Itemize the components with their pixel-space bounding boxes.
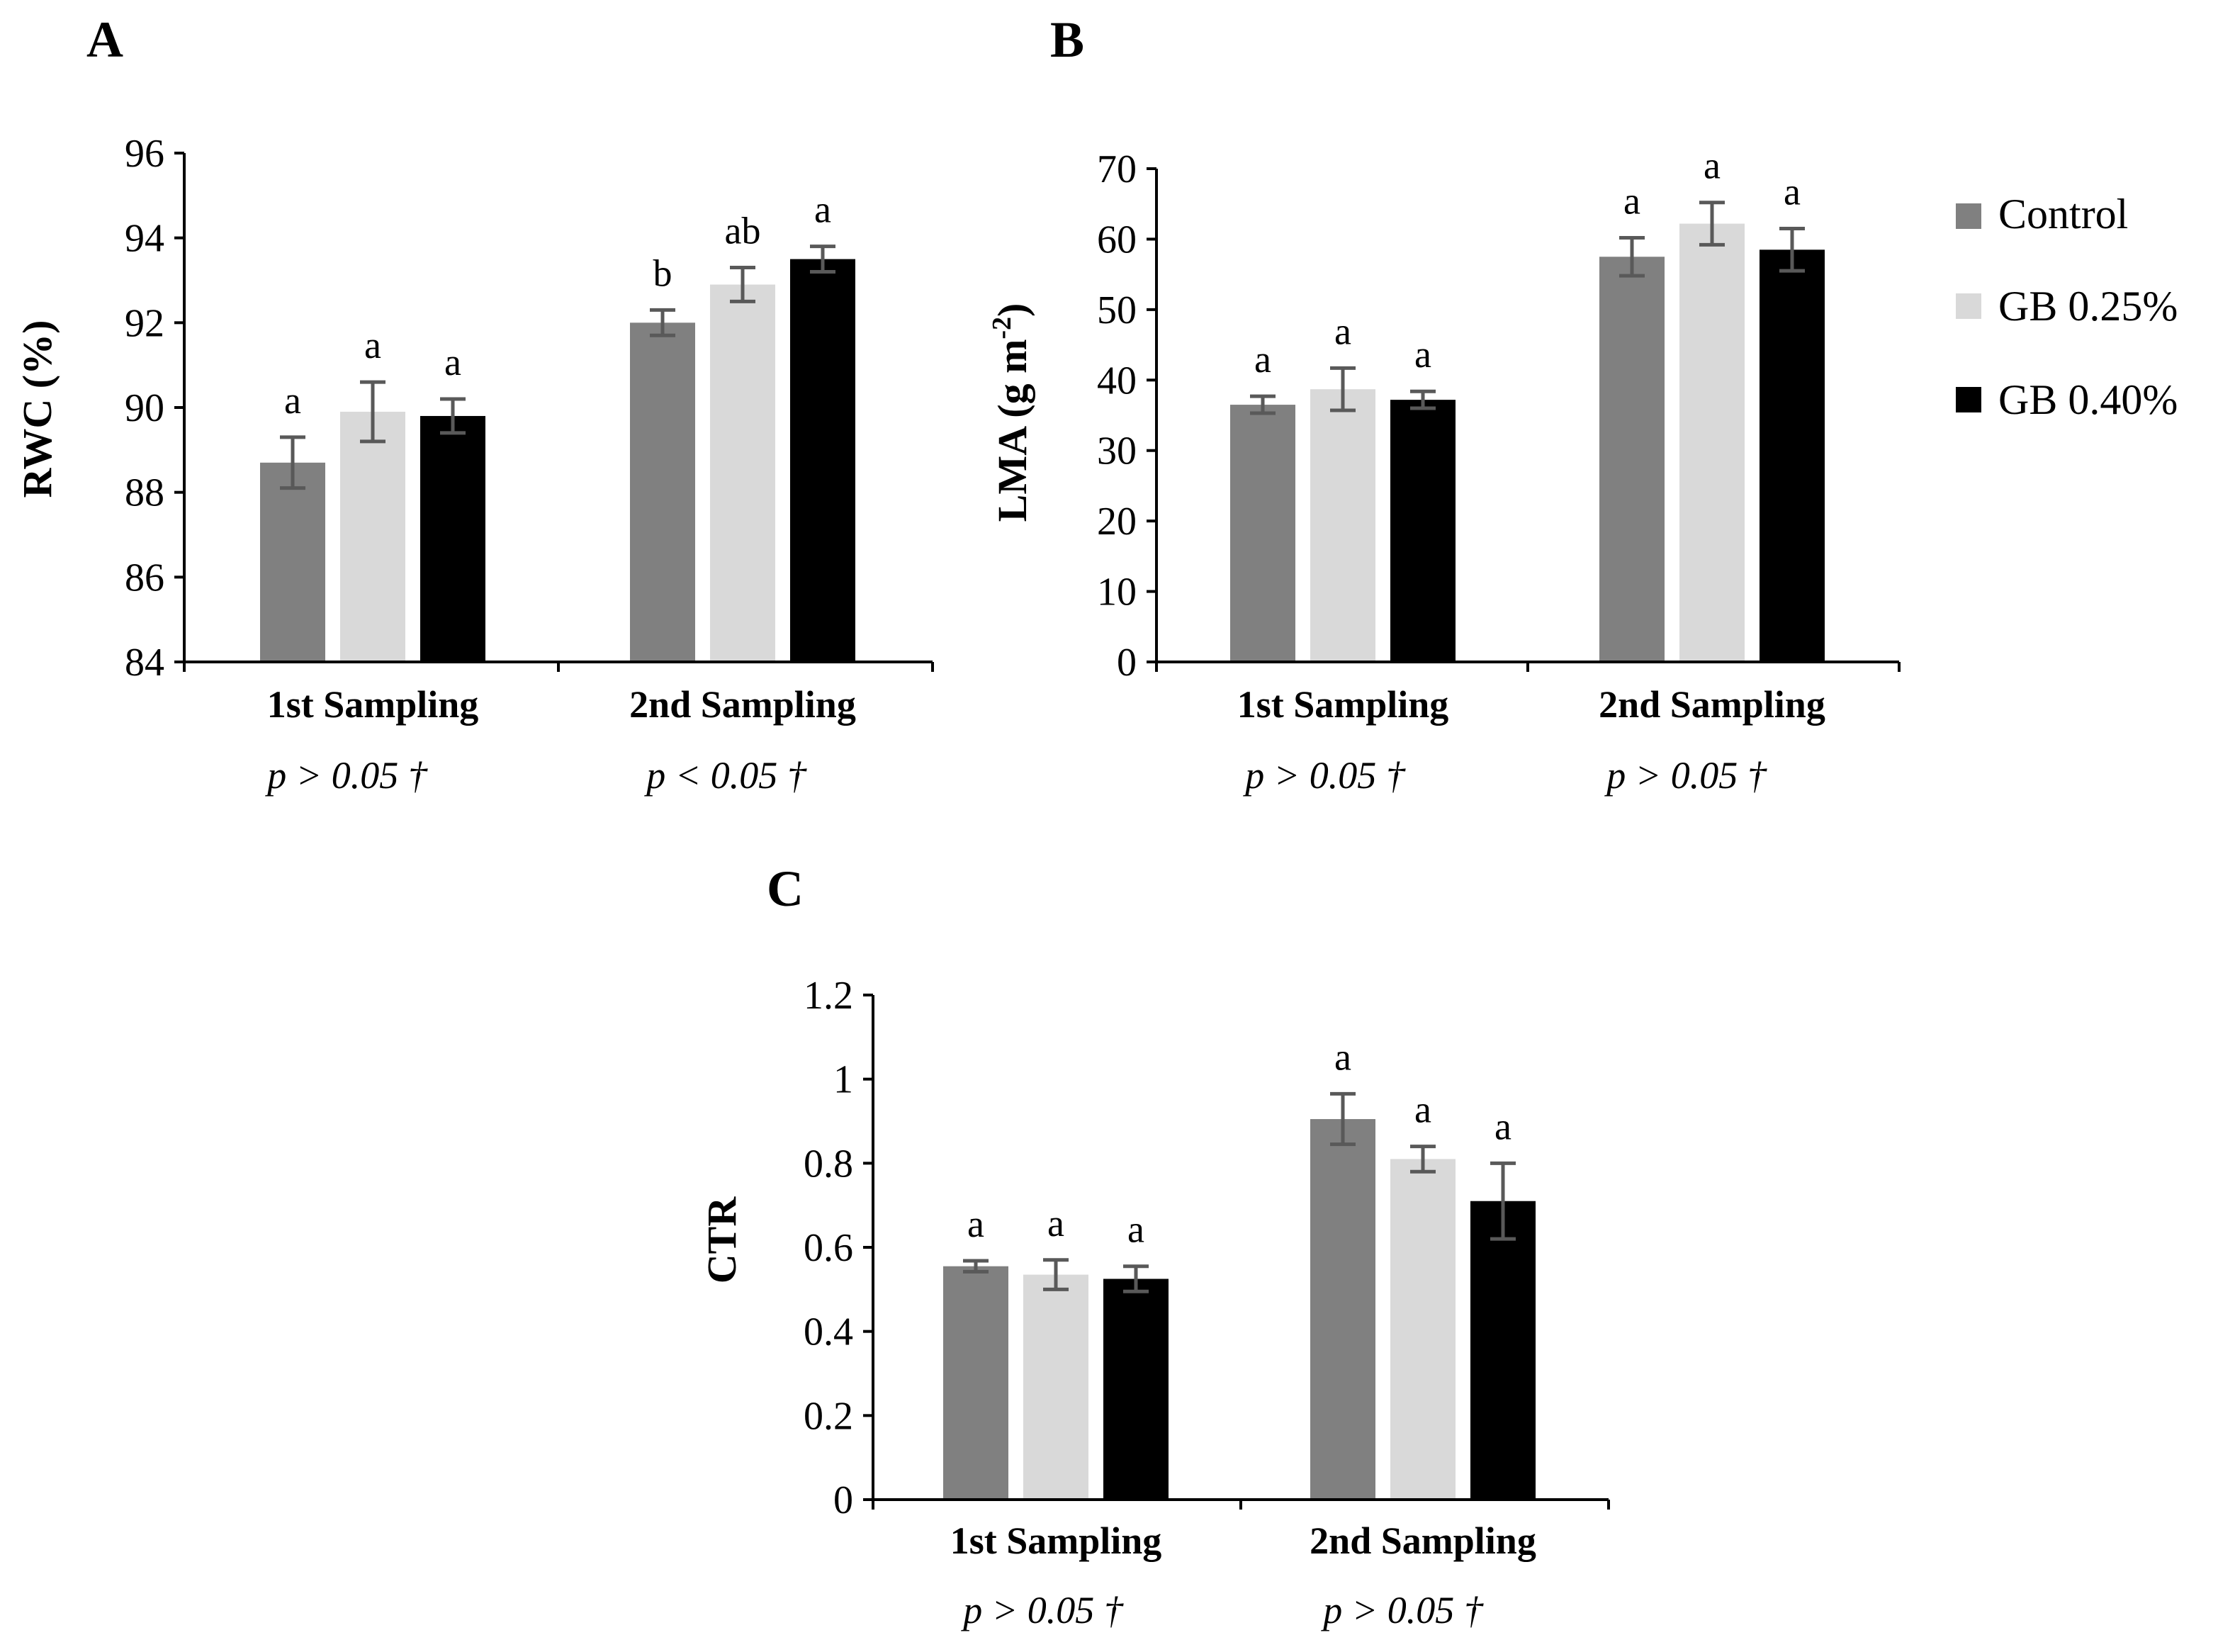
panel-a-y-tick-label-5: 92 <box>125 301 164 345</box>
panel-b-bar-gb-025-group1 <box>1310 389 1375 662</box>
panel-b-y-tick-label-7: 60 <box>1097 218 1137 262</box>
panel-c-bar-gb-040-group2 <box>1470 1201 1536 1500</box>
panel-b: B LMA (g m-2) a a a a a a 0 10 20 30 40 50 60 70 1st S… <box>987 11 1901 797</box>
panel-c-category-label-1: 1st Sampling <box>950 1519 1162 1562</box>
panel-a-y-tick-label-6: 94 <box>125 217 164 261</box>
panel-b-y-tick-label-6: 50 <box>1097 288 1137 332</box>
panel-b-bar-control-group1 <box>1230 405 1295 662</box>
panel-a-bar-gb-040-group2 <box>790 259 855 662</box>
panel-a-y-tick-label-4: 90 <box>125 386 164 430</box>
panel-b-pvalue-2: p > 0.05 † <box>1604 754 1767 797</box>
panel-c-y-axis-label: CTR <box>699 1196 745 1284</box>
panel-b-sig-label-control-group1: a <box>1254 338 1271 381</box>
legend: Control GB 0.25% GB 0.40% <box>1956 191 2178 423</box>
panel-c-sig-label-control-group2: a <box>1334 1035 1351 1078</box>
panel-a-y-tick-label-1: 84 <box>125 641 164 685</box>
panel-a-pvalue-1: p > 0.05 † <box>264 754 427 797</box>
legend-swatch-control <box>1956 203 1981 229</box>
panel-a-bar-gb-040-group1 <box>420 415 485 662</box>
panel-c-sig-label-gb-025-group1: a <box>1047 1202 1064 1244</box>
panel-c-plot: a a a a a a 0 0.2 0.4 0.6 0.8 1 1.2 1st Sampling p > 0… <box>804 974 1610 1631</box>
legend-swatch-gb-025 <box>1956 293 1981 319</box>
panel-a-y-tick-label-7: 96 <box>125 132 164 176</box>
panel-b-y-axis-label: LMA (g m-2) <box>987 303 1035 522</box>
panel-c-bar-gb-025-group2 <box>1390 1159 1456 1500</box>
panel-a-bar-gb-025-group2 <box>710 284 775 662</box>
panel-a-sig-label-gb-025-group2: ab <box>725 210 761 252</box>
panel-c-category-label-2: 2nd Sampling <box>1310 1519 1536 1562</box>
panel-a-pvalue-2: p < 0.05 † <box>643 754 806 797</box>
legend-label-gb-025: GB 0.25% <box>1998 283 2178 330</box>
panel-letter-b: B <box>1050 11 1084 68</box>
panel-b-y-tick-label-5: 40 <box>1097 359 1137 403</box>
panel-b-y-tick-label-3: 20 <box>1097 500 1137 544</box>
panel-a-bar-control-group1 <box>260 462 325 662</box>
legend-swatch-gb-040 <box>1956 387 1981 412</box>
panel-c-pvalue-1: p > 0.05 † <box>960 1589 1123 1631</box>
panel-b-sig-label-control-group2: a <box>1623 179 1640 222</box>
panel-a-sig-label-gb-025-group1: a <box>364 324 381 366</box>
panel-b-y-axis-label-sup: -2 <box>987 317 1017 339</box>
panel-b-y-tick-label-4: 30 <box>1097 429 1137 473</box>
panel-b-y-axis-label-end: ) <box>989 303 1035 317</box>
panel-c-bar-control-group1 <box>943 1266 1008 1500</box>
panel-c-sig-label-control-group1: a <box>967 1203 984 1245</box>
panel-b-bar-gb-025-group2 <box>1679 223 1745 662</box>
panel-c-y-tick-label-1: 0 <box>833 1478 853 1522</box>
panel-c-y-tick-label-3: 0.4 <box>804 1310 853 1354</box>
panel-b-plot: a a a a a a 0 10 20 30 40 50 60 70 1st Sampling p > 0.0… <box>1097 145 1901 797</box>
panel-a-y-tick-label-3: 88 <box>125 471 164 515</box>
panel-c-bar-gb-040-group1 <box>1103 1279 1169 1500</box>
legend-label-control: Control <box>1998 191 2128 237</box>
panel-a-sig-label-control-group1: a <box>284 379 301 422</box>
panel-letter-c: C <box>767 860 804 917</box>
panel-b-bar-control-group2 <box>1599 257 1665 662</box>
panel-c-bar-control-group2 <box>1310 1119 1375 1500</box>
panel-b-bar-gb-040-group2 <box>1760 249 1825 662</box>
panel-c-sig-label-gb-040-group2: a <box>1494 1105 1511 1147</box>
panel-c-y-tick-label-4: 0.6 <box>804 1226 853 1270</box>
panel-c-y-tick-label-6: 1 <box>833 1058 853 1102</box>
panel-b-sig-label-gb-025-group2: a <box>1704 145 1721 187</box>
panel-b-category-label-1: 1st Sampling <box>1237 683 1449 726</box>
panel-b-category-label-2: 2nd Sampling <box>1599 683 1825 726</box>
panel-b-sig-label-gb-040-group2: a <box>1784 171 1801 213</box>
panel-a-bar-gb-025-group1 <box>340 411 405 662</box>
panel-b-y-tick-label-2: 10 <box>1097 571 1137 614</box>
panel-c-y-tick-label-2: 0.2 <box>804 1394 853 1438</box>
panel-c-sig-label-gb-040-group1: a <box>1127 1208 1144 1251</box>
panel-a-bar-control-group2 <box>630 322 695 662</box>
panel-a-y-axis-label: RWC (%) <box>14 320 60 498</box>
legend-label-gb-040: GB 0.40% <box>1998 376 2178 423</box>
panel-c-y-tick-label-5: 0.8 <box>804 1142 853 1186</box>
panel-a-y-tick-label-2: 86 <box>125 556 164 600</box>
panel-a-sig-label-gb-040-group1: a <box>444 341 461 383</box>
panel-b-sig-label-gb-040-group1: a <box>1414 333 1431 376</box>
panel-b-pvalue-1: p > 0.05 † <box>1242 754 1405 797</box>
panel-letter-a: A <box>86 11 123 68</box>
panel-a-sig-label-gb-040-group2: a <box>814 189 831 231</box>
panel-c-pvalue-2: p > 0.05 † <box>1320 1589 1483 1631</box>
panel-a-sig-label-control-group2: b <box>653 252 672 294</box>
panel-b-y-tick-label-1: 0 <box>1117 641 1137 685</box>
panel-c-y-tick-label-7: 1.2 <box>804 974 853 1018</box>
panel-a-category-label-1: 1st Sampling <box>267 683 479 726</box>
panel-b-bar-gb-040-group1 <box>1390 400 1456 662</box>
panel-c-bar-gb-025-group1 <box>1023 1274 1088 1500</box>
panel-b-y-tick-label-8: 70 <box>1097 147 1137 191</box>
panel-b-sig-label-gb-025-group1: a <box>1334 310 1351 352</box>
panel-a-category-label-2: 2nd Sampling <box>629 683 856 726</box>
panel-c: C CTR a a a a a a 0 0.2 0.4 0.6 0.8 1 1.2 1st Samplin… <box>699 860 1610 1631</box>
panel-b-y-axis-label-main: LMA (g m <box>989 339 1035 522</box>
panel-c-sig-label-gb-025-group2: a <box>1414 1089 1431 1131</box>
